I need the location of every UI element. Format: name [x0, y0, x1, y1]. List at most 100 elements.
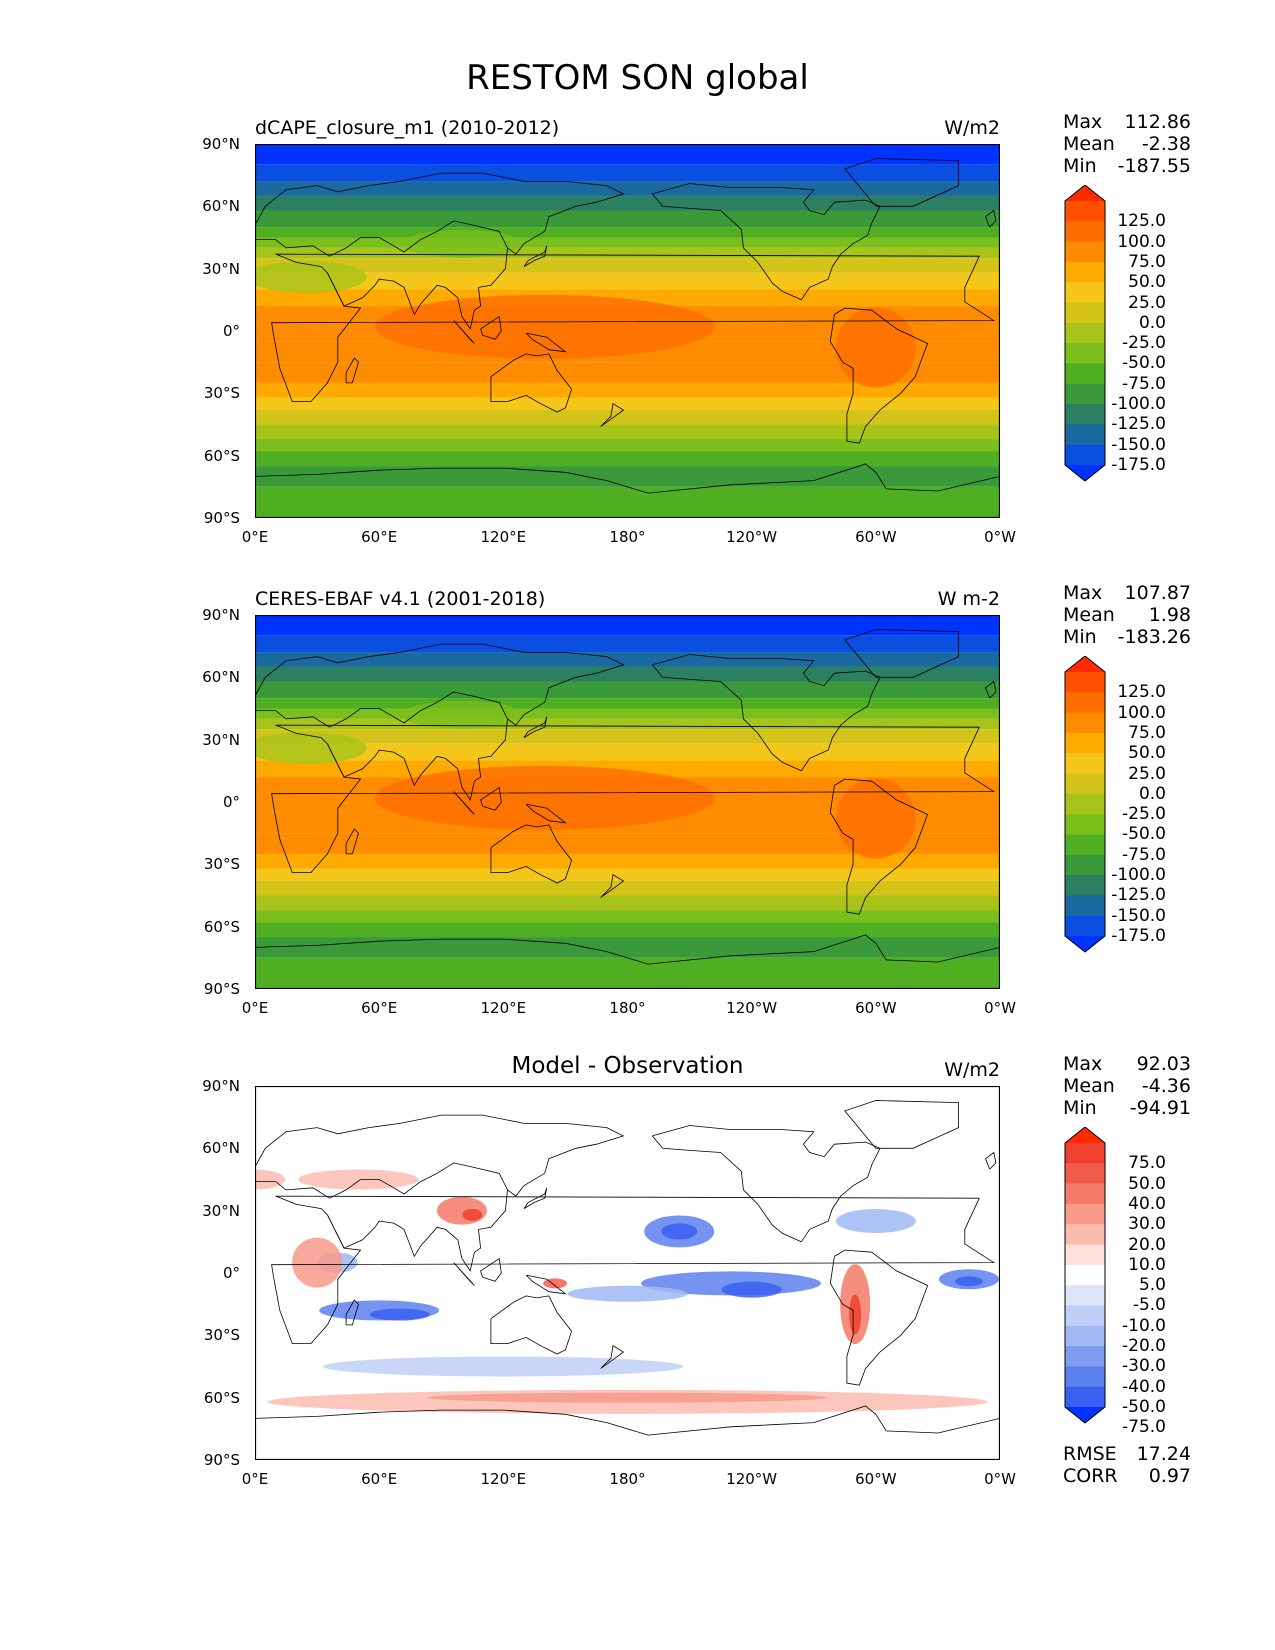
- colorbar-tick-label: 125.0: [1117, 682, 1166, 703]
- coastline: [985, 1151, 997, 1170]
- coastline: [255, 1405, 1000, 1436]
- field-band: [255, 195, 1000, 211]
- colorbar-segment: [1065, 221, 1105, 243]
- field-band: [255, 652, 1000, 667]
- coastline: [327, 247, 508, 330]
- anomaly-region: [369, 1308, 430, 1321]
- anomaly-region: [427, 1392, 828, 1403]
- field-band: [255, 144, 1000, 165]
- field-band: [255, 681, 1000, 699]
- anomaly-region: [462, 1208, 483, 1221]
- colorbar-tick-label: -125.0: [1111, 414, 1166, 435]
- colorbar-tick-label: -30.0: [1122, 1356, 1166, 1377]
- field-anomalies: [255, 1086, 1000, 1460]
- colorbar-extend-max: [1065, 185, 1105, 201]
- lat-tick-label: 60°S: [203, 446, 240, 465]
- colorbar-extend-max: [1065, 656, 1105, 672]
- anomaly-region: [835, 1209, 916, 1234]
- colorbar-extend-max: [1065, 1127, 1105, 1143]
- field-band: [255, 227, 1000, 238]
- coastline: [453, 320, 475, 344]
- colorbar-segment: [1065, 322, 1105, 344]
- coastline: [345, 357, 359, 384]
- lon-tick-label: 0°E: [241, 999, 269, 1017]
- stat-max-label: Max: [1063, 1053, 1103, 1075]
- lon-tick-label: 180°: [609, 528, 646, 546]
- stat-corr: 0.97: [1148, 1465, 1191, 1487]
- panel-observation: CERES-EBAF v4.1 (2001-2018) W m-2 90°N 60…: [0, 582, 1275, 1018]
- colorbar-extend-min: [1065, 465, 1105, 481]
- lat-tick-label: 30°S: [203, 1326, 240, 1345]
- colorbar-segment: [1065, 875, 1105, 896]
- map-frame: [255, 615, 1000, 989]
- colorbar-segment: [1065, 282, 1105, 304]
- amazon-region: [835, 307, 916, 388]
- colorbar-tick-label: 100.0: [1117, 231, 1166, 252]
- colorbar-segment: [1065, 1183, 1105, 1205]
- lon-tick-label: 120°W: [726, 528, 778, 546]
- colorbar-tick-label: -50.0: [1122, 1397, 1166, 1417]
- coastline: [255, 643, 625, 728]
- colorbar-segment: [1065, 383, 1105, 405]
- map-frame: [255, 1086, 1000, 1460]
- stats-box: Max 112.86 Mean -2.38 Min -187.55: [1063, 111, 1191, 177]
- lon-tick-label: 60°E: [361, 1470, 398, 1488]
- coastline: [490, 824, 573, 884]
- colorbar-segment: [1065, 712, 1105, 734]
- colorbar-segment: [1065, 732, 1105, 754]
- colorbar-segment: [1065, 1305, 1105, 1327]
- coastline: [600, 1345, 625, 1369]
- stat-max-label: Max: [1063, 111, 1103, 133]
- anomaly-region: [661, 1223, 698, 1240]
- coastline: [651, 183, 881, 301]
- colorbar-segment: [1065, 1203, 1105, 1225]
- colorbar-segment: [1065, 1244, 1105, 1266]
- lat-tick-label: 90°S: [203, 1451, 240, 1469]
- colorbar-segment: [1065, 302, 1105, 324]
- coastline: [345, 1299, 359, 1326]
- field-band: [255, 466, 1000, 487]
- field-band: [255, 272, 1000, 290]
- field-band: [255, 880, 1000, 896]
- coastlines: [255, 1100, 1000, 1436]
- coastline: [523, 716, 548, 738]
- lon-tick-label: 60°W: [855, 528, 897, 546]
- lon-tick-label: 180°: [609, 999, 646, 1017]
- field-band: [255, 833, 1000, 854]
- colorbar-tick-label: -100.0: [1111, 865, 1166, 886]
- lon-tick-label: 120°E: [480, 528, 527, 546]
- colorbar-tick-label: 75.0: [1128, 251, 1166, 272]
- lat-tick-label: 30°N: [202, 730, 240, 749]
- colorbar-segment: [1065, 261, 1105, 283]
- anomaly-region: [292, 1237, 343, 1288]
- panel-model: dCAPE_closure_m1 (2010-2012) W/m2 90°N 60…: [0, 111, 1275, 547]
- coastline: [600, 874, 625, 898]
- colorbar-segment: [1065, 241, 1105, 263]
- colorbar-tick-label: -75.0: [1122, 373, 1166, 394]
- anomaly-region: [954, 1276, 983, 1287]
- coastline: [985, 209, 997, 228]
- colorbar-tick-label: 100.0: [1117, 702, 1166, 723]
- lon-tick-label: 60°E: [361, 528, 398, 546]
- figure-title: RESTOM SON global: [466, 58, 809, 98]
- coastline: [523, 1187, 548, 1209]
- colorbar-tick-label: -40.0: [1122, 1376, 1166, 1397]
- colorbar-tick-label: 40.0: [1128, 1193, 1166, 1214]
- coastline: [525, 1274, 567, 1295]
- coastline: [844, 1100, 959, 1149]
- colorbar-tick-label: -20.0: [1122, 1336, 1166, 1357]
- coastline: [480, 315, 502, 340]
- coastline: [829, 778, 929, 915]
- colorbar-segment: [1065, 424, 1105, 446]
- colorbar-tick-label: -150.0: [1111, 434, 1166, 455]
- colorbar-tick-label: 50.0: [1128, 743, 1166, 764]
- colorbar-segment: [1065, 1143, 1105, 1164]
- lon-tick-label: 0°W: [984, 1470, 1016, 1488]
- colorbar-tick-label: -175.0: [1111, 926, 1166, 946]
- panel-title: CERES-EBAF v4.1 (2001-2018): [255, 588, 546, 610]
- colorbar-tick-label: 30.0: [1128, 1214, 1166, 1235]
- coastline: [480, 1257, 502, 1282]
- colorbar-tick-label: -150.0: [1111, 905, 1166, 926]
- colorbar-segment: [1065, 814, 1105, 835]
- field-band: [255, 397, 1000, 410]
